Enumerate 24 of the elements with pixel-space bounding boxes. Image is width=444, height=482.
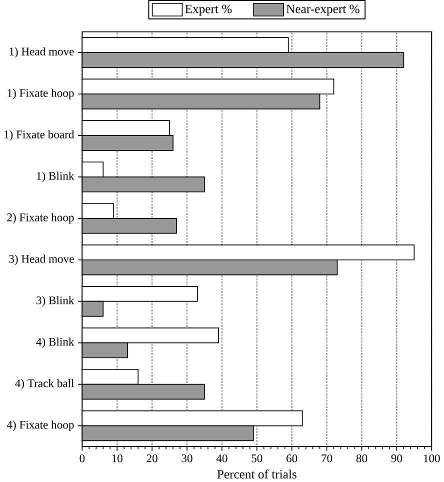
x-tick-label: 60: [286, 454, 298, 462]
x-tick-label: 80: [356, 454, 368, 462]
y-tick-label: 1) Blink: [37, 172, 74, 182]
x-tick-label: 10: [112, 454, 123, 462]
y-tick-label: 2) Fixate hoop: [7, 213, 74, 224]
x-tick-label: 0: [80, 454, 85, 462]
legend-label: Expert %: [185, 4, 232, 16]
x-tick-label: 40: [216, 454, 228, 462]
x-tick-label: 70: [322, 454, 332, 462]
y-tick-label: 3) Head move: [9, 254, 74, 266]
y-tick-label: 4) Track ball: [15, 379, 74, 390]
x-tick-label: 20: [146, 454, 158, 462]
x-axis-title: Percent of trials: [217, 469, 297, 478]
y-tick-label: 4) Blink: [36, 338, 74, 348]
y-tick-label: 1) Head move: [10, 47, 74, 58]
legend-label: Near-expert %: [286, 4, 360, 16]
x-tick-label: 100: [424, 454, 440, 462]
x-tick-label: 30: [182, 454, 192, 462]
y-tick-label: 3) Blink: [36, 296, 74, 307]
y-tick-label: 1) Fixate hoop: [8, 88, 74, 100]
x-tick-label: 50: [252, 454, 262, 462]
x-tick-label: 90: [391, 454, 402, 462]
y-tick-label: 4) Fixate hoop: [7, 420, 74, 432]
y-tick-label: 1) Fixate board: [4, 130, 74, 141]
